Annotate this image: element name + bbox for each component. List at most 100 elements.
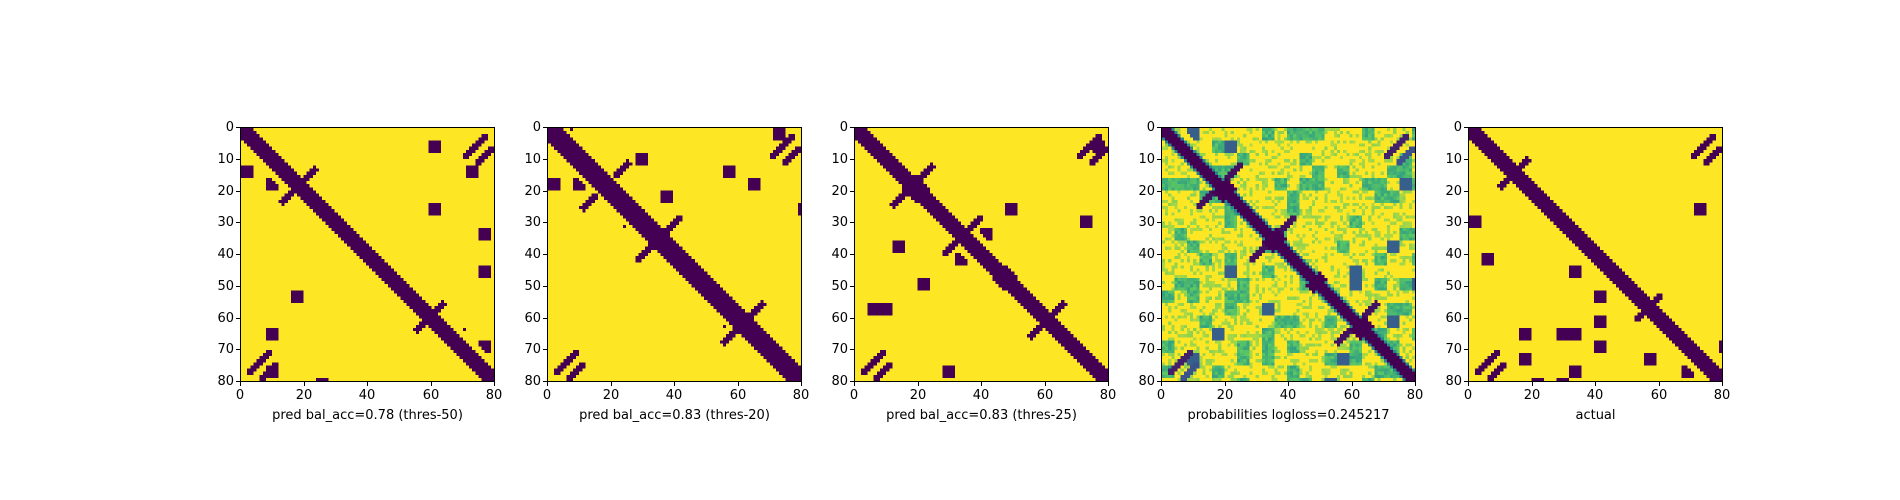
heatmap-cell [1051, 309, 1055, 313]
heatmap-cell [1283, 128, 1287, 132]
heatmap-cell [588, 168, 592, 172]
heatmap-cell [1283, 215, 1287, 219]
heatmap-cell [278, 168, 282, 172]
heatmap-cell [1054, 331, 1059, 335]
heatmap-cell [1390, 243, 1394, 247]
heatmap-cell [895, 196, 899, 200]
heatmap-cell [964, 246, 968, 250]
heatmap-cell [1249, 209, 1253, 213]
heatmap-cell [478, 159, 482, 163]
heatmap-cell [1045, 324, 1049, 328]
heatmap-cell [1061, 302, 1065, 307]
heatmap-cell [1227, 284, 1231, 288]
heatmap-cell [1411, 177, 1415, 182]
heatmap-cell [858, 137, 862, 141]
heatmap-cell [1408, 187, 1412, 191]
heatmap-cell [469, 165, 473, 169]
heatmap-cell [776, 149, 780, 153]
heatmap-cell [1236, 206, 1241, 210]
heatmap-cell [1365, 128, 1369, 132]
heatmap-cell [256, 152, 260, 157]
heatmap-cell [1318, 177, 1322, 182]
heatmap-cell [1243, 209, 1247, 213]
heatmap-cell [920, 199, 924, 203]
heatmap-cell [707, 284, 711, 288]
heatmap-cell [1162, 177, 1166, 182]
heatmap-cell [1299, 287, 1303, 291]
heatmap-cell [1233, 212, 1237, 216]
heatmap-cell [1215, 168, 1219, 172]
heatmap-cell [622, 212, 627, 216]
heatmap-cell [1233, 224, 1237, 228]
heatmap-cell [1221, 128, 1225, 132]
heatmap-cell [626, 199, 630, 203]
heatmap-cell [1271, 252, 1275, 257]
heatmap-cell [459, 340, 463, 344]
heatmap-cell [883, 159, 887, 163]
heatmap-cell [1261, 227, 1266, 232]
heatmap-cell [635, 162, 639, 166]
heatmap-cell [1227, 268, 1231, 272]
heatmap-cell [1311, 215, 1316, 219]
y-tick-label: 30 [524, 215, 541, 230]
x-tick-label: 60 [729, 388, 747, 403]
heatmap-cell [1271, 212, 1275, 216]
y-tick-mark [236, 191, 240, 192]
heatmap-cell [1268, 268, 1272, 272]
heatmap-cell [1190, 284, 1194, 288]
heatmap-cell [1371, 128, 1375, 132]
heatmap-cell [1293, 131, 1297, 135]
heatmap-cell [691, 259, 695, 263]
heatmap-cell [1386, 171, 1391, 175]
y-tick-mark [850, 191, 854, 192]
heatmap-cell [948, 231, 952, 235]
heatmap-cell [1183, 184, 1187, 188]
heatmap-cell [1268, 196, 1272, 200]
heatmap-cell [259, 152, 263, 157]
heatmap-cell [1265, 268, 1269, 272]
heatmap-cell [986, 252, 990, 257]
heatmap-cell [557, 131, 561, 135]
heatmap-cell [278, 199, 282, 203]
heatmap-cell [1162, 240, 1166, 244]
heatmap-cell [1305, 215, 1309, 219]
heatmap-cell [1302, 271, 1306, 275]
heatmap-cell [1249, 224, 1253, 228]
heatmap-cell [779, 346, 783, 350]
heatmap-cell [691, 277, 695, 282]
heatmap-cell [858, 128, 862, 132]
heatmap-cell [1171, 265, 1175, 269]
heatmap-cell [337, 218, 341, 222]
heatmap-cell [1177, 134, 1181, 138]
heatmap-cell [1211, 149, 1216, 153]
heatmap-cell [1186, 152, 1191, 157]
heatmap-cell [647, 234, 652, 238]
heatmap-cell [1283, 265, 1287, 269]
heatmap-cell [1180, 140, 1184, 144]
heatmap-cell [425, 315, 429, 319]
heatmap-cell [1227, 224, 1231, 228]
heatmap-cell [1026, 334, 1030, 338]
heatmap-cell [1227, 199, 1231, 203]
heatmap-cell [256, 143, 260, 147]
heatmap-cell [776, 362, 780, 366]
heatmap-cell [1227, 152, 1231, 157]
heatmap-cell [1001, 281, 1005, 285]
heatmap-cell [735, 321, 739, 325]
heatmap-cell [1390, 187, 1394, 191]
heatmap-cell [1240, 162, 1244, 166]
heatmap-cell [1371, 252, 1375, 257]
heatmap-cell [1399, 174, 1403, 178]
heatmap-cell [629, 215, 633, 219]
heatmap-cell [864, 140, 868, 144]
heatmap-cell [312, 168, 316, 172]
heatmap-cell [1302, 268, 1306, 272]
heatmap-cell [782, 356, 786, 360]
heatmap-cell [1361, 227, 1366, 232]
heatmap-cell [585, 168, 589, 172]
heatmap-cell [1355, 152, 1359, 157]
heatmap-cell [923, 190, 927, 194]
heatmap-cell [265, 371, 270, 375]
heatmap-cell [1243, 156, 1247, 160]
heatmap-cell [1004, 206, 1009, 210]
